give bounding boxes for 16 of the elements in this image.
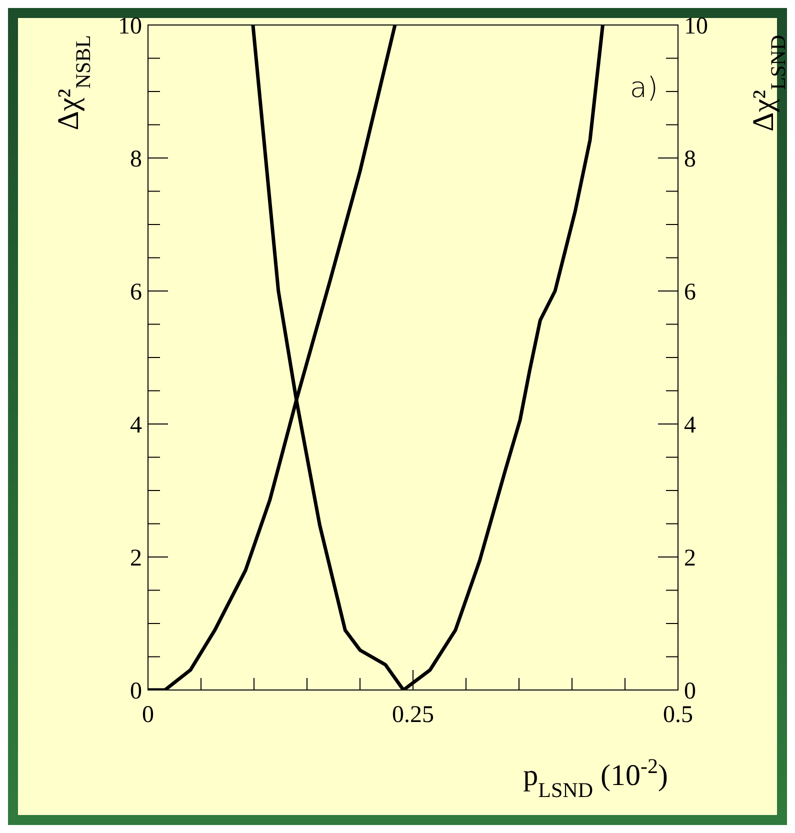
y-tick-label: 0 [130,678,142,704]
y-tick-label: 6 [130,279,142,306]
annotation: a) [630,71,658,104]
y2-tick-label: 4 [684,412,696,438]
y2-tick-label: 6 [684,279,696,306]
y2-tick-label: 0 [684,678,696,704]
y2-tick-label: 2 [684,545,696,572]
x-axis-title: p$_{LSND}$ (10$^{-2}$) [523,754,668,802]
x-tick-label: 0.5 [663,702,693,728]
y2-tick-label: 8 [684,146,696,172]
y-tick-label: 2 [130,545,142,572]
x-tick-label: 0.25 [392,702,434,728]
y-tick-label: 8 [130,146,142,172]
y-tick-label: 4 [130,412,142,438]
y-tick-label: 10 [118,13,142,40]
y2-tick-label: 10 [684,13,708,40]
